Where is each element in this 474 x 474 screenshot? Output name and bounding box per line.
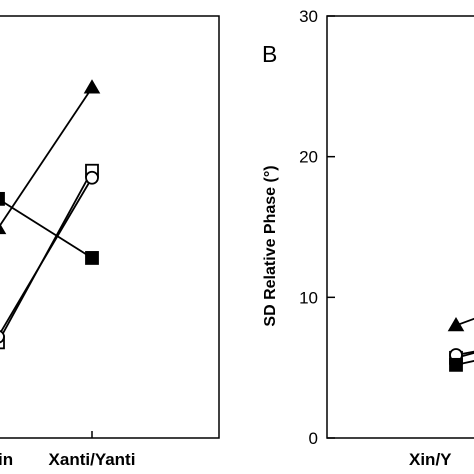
panel-a-series-4-line — [0, 199, 93, 259]
panel-b-xtick-label-1: Xin/Y — [409, 450, 452, 469]
panel-a-series-4-point-1 — [0, 191, 5, 206]
panel-a-series-4-point-2 — [85, 251, 99, 265]
panel-a-series-3-point-1 — [0, 330, 5, 344]
panel-b-ytick-label-2: 10 — [299, 288, 318, 307]
panel-a-series-1-line — [0, 87, 93, 228]
panel-b-series-2-line — [455, 352, 474, 359]
panel-a-series-2-point-1 — [0, 335, 5, 350]
panel-b-ytick-label-1: 0 — [309, 429, 318, 448]
panel-b-plot-frame — [326, 15, 474, 439]
panel-b: B SD Relative Phase (°) 0 10 20 30 Xin/Y — [262, 7, 474, 469]
panel-b-series-1-line — [455, 317, 474, 327]
panel-b-series-4-line — [455, 360, 474, 366]
panel-a-series-1-point-1 — [0, 223, 7, 235]
panel-a-xtick-label-1: in — [0, 450, 13, 469]
panel-b-label: B — [262, 41, 277, 67]
panel-a-xtick-label-2: Xanti/Yanti — [49, 450, 136, 469]
panel-a-plot-frame — [0, 15, 220, 439]
panel-a-series-1-point-2 — [83, 79, 101, 94]
panel-b-ylabel: SD Relative Phase (°) — [262, 165, 279, 326]
panel-b-ytick-label-3: 20 — [299, 148, 318, 167]
panel-a: in Xanti/Yanti — [0, 15, 220, 469]
panel-b-series-1-point-1 — [447, 316, 465, 332]
panel-b-series-4-point-1 — [449, 357, 463, 372]
panel-b-ytick-label-4: 30 — [299, 7, 318, 26]
panel-a-series-3-line — [0, 177, 93, 336]
panel-b-series-3-line — [455, 350, 474, 356]
panel-a-series-3-point-2 — [85, 170, 99, 185]
